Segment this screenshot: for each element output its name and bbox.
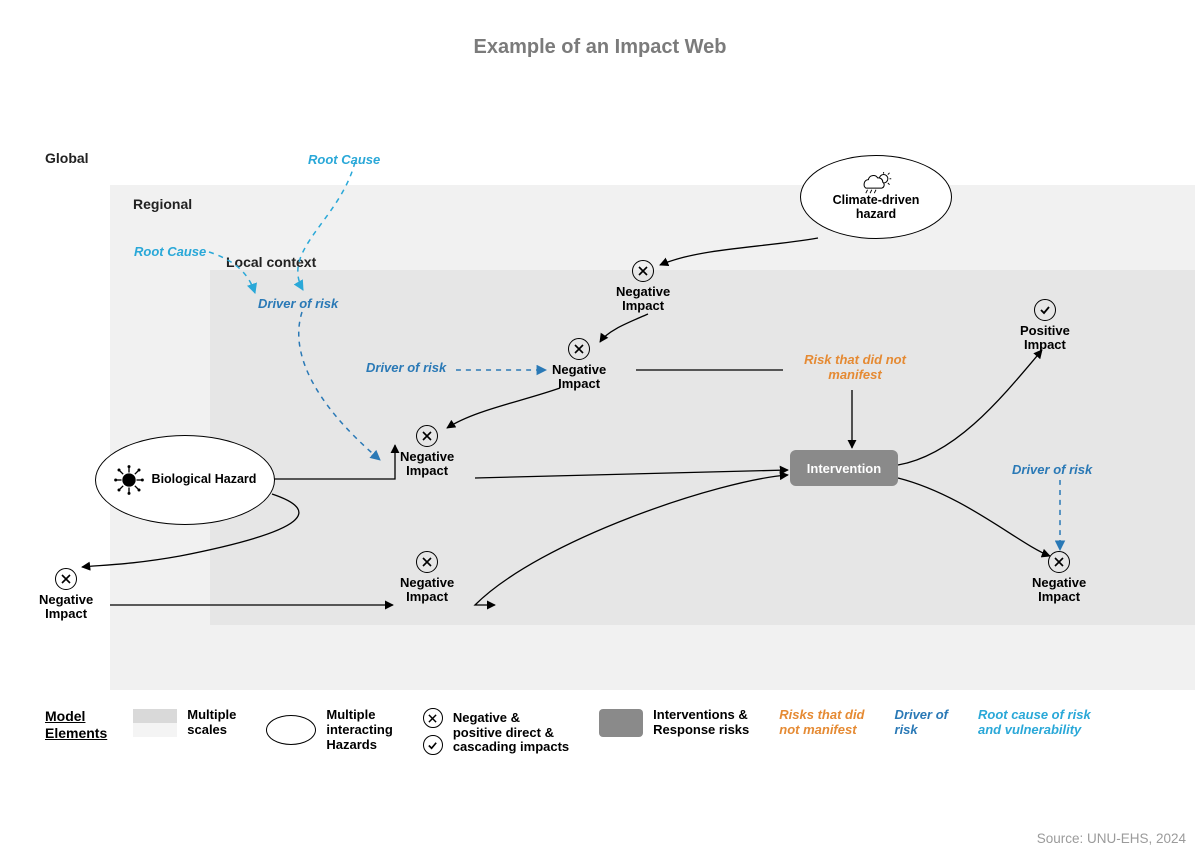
legend-text: Multiple interacting Hazards <box>326 708 392 753</box>
hazard-biological: Biological Hazard <box>95 435 275 525</box>
legend-text: Root cause of risk and vulnerability <box>978 708 1091 738</box>
cross-icon <box>55 568 77 590</box>
impact-label: Negative Impact <box>400 575 454 604</box>
legend-item-6: Root cause of risk and vulnerability <box>978 708 1091 738</box>
label-driver1: Driver of risk <box>258 296 338 311</box>
legend-item-0: Multiple scales <box>133 708 236 738</box>
virus-icon <box>114 465 144 495</box>
ellipse-icon <box>266 715 316 745</box>
intervention-box: Intervention <box>790 450 898 486</box>
source-text: Source: UNU-EHS, 2024 <box>1037 831 1186 846</box>
cross-icon <box>632 260 654 282</box>
cross-icon <box>416 551 438 573</box>
impact-ni_top: Negative Impact <box>616 260 670 312</box>
label-driver2: Driver of risk <box>366 360 446 375</box>
legend-text: Risks that did not manifest <box>779 708 864 738</box>
impact-label: Negative Impact <box>1032 575 1086 604</box>
legend-text: Interventions & Response risks <box>653 708 749 738</box>
cross-icon <box>416 425 438 447</box>
legend-item-1: Multiple interacting Hazards <box>266 708 392 753</box>
label-driver3: Driver of risk <box>1012 462 1092 477</box>
impact-label: Negative Impact <box>616 284 670 313</box>
label-root2: Root Cause <box>134 244 206 259</box>
weather-icon <box>859 172 893 194</box>
impact-icons <box>423 708 443 758</box>
scope-local: Local context <box>226 254 316 270</box>
cross-icon <box>1048 551 1070 573</box>
scope-global: Global <box>45 150 89 166</box>
impact-label: Negative Impact <box>552 362 606 391</box>
hazard-climate: Climate-driven hazard <box>800 155 952 239</box>
box-icon <box>599 709 643 737</box>
legend-item-5: Driver of risk <box>895 708 948 738</box>
impact-label: Negative Impact <box>39 592 93 621</box>
hazard-climate-label: Climate-driven hazard <box>833 194 920 222</box>
check-icon <box>1034 299 1056 321</box>
impact-label: Positive Impact <box>1020 323 1070 352</box>
hazard-bio-label: Biological Hazard <box>152 473 257 487</box>
label-root1: Root Cause <box>308 152 380 167</box>
impact-ni_bottom_right: Negative Impact <box>1032 551 1086 603</box>
impact-ni_global: Negative Impact <box>39 568 93 620</box>
scope-regional: Regional <box>133 196 192 212</box>
impact-ni_left: Negative Impact <box>400 425 454 477</box>
legend-text: Multiple scales <box>187 708 236 738</box>
legend-text: Driver of risk <box>895 708 948 738</box>
legend: Model Elements Multiple scales Multiple i… <box>45 708 1180 758</box>
legend-item-4: Risks that did not manifest <box>779 708 864 738</box>
scales-icon <box>133 709 177 737</box>
legend-item-3: Interventions & Response risks <box>599 708 749 738</box>
impact-pi: Positive Impact <box>1020 299 1070 351</box>
diagram-stage: Example of an Impact Web Global Regional… <box>0 0 1200 854</box>
impact-label: Negative Impact <box>400 449 454 478</box>
legend-text: Negative & positive direct & cascading i… <box>453 711 569 756</box>
page-title: Example of an Impact Web <box>0 36 1200 59</box>
legend-title: Model Elements <box>45 708 107 742</box>
cross-icon <box>568 338 590 360</box>
impact-ni_mid: Negative Impact <box>552 338 606 390</box>
legend-item-2: Negative & positive direct & cascading i… <box>423 708 569 758</box>
impact-ni_bottom_left: Negative Impact <box>400 551 454 603</box>
label-risk_nm: Risk that did not manifest <box>790 352 920 382</box>
